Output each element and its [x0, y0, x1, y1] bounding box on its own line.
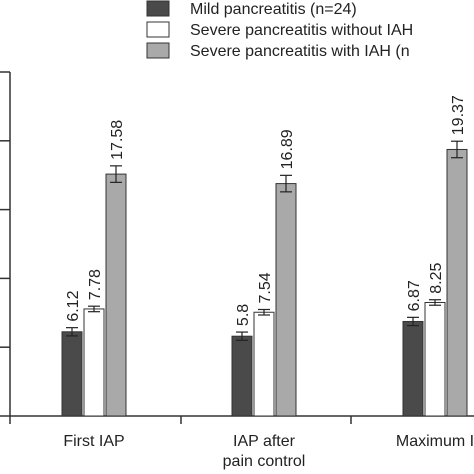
data-label-1-0: 5.8	[235, 304, 252, 326]
data-label-0-2: 17.58	[109, 120, 126, 160]
bar-1-2	[275, 183, 297, 417]
legend-swatch-1	[146, 21, 170, 38]
bar-2-1	[424, 301, 446, 417]
bar-0-1	[83, 308, 105, 417]
legend-swatch-2	[146, 42, 170, 59]
legend: Mild pancreatitis (n=24) Severe pancreati…	[146, 0, 413, 60]
data-label-2-0: 6.87	[406, 280, 423, 311]
x-tick-label-1-0: IAP after	[233, 433, 296, 450]
legend-label-2: Severe pancreatitis with IAH (n	[190, 43, 410, 60]
x-tick-label-1-1: pain control	[223, 453, 306, 470]
bar-2-2	[446, 148, 468, 417]
legend-swatch-0	[146, 0, 170, 17]
data-label-1-1: 7.54	[257, 272, 274, 303]
x-tick-label-0-0: First IAP	[63, 433, 124, 450]
data-label-2-1: 8.25	[428, 262, 445, 293]
bars	[61, 140, 468, 417]
bar-2-0	[402, 320, 424, 417]
legend-label-0: Mild pancreatitis (n=24)	[190, 1, 357, 18]
bar-0-2	[105, 173, 127, 417]
bar-0-0	[61, 331, 83, 417]
x-tick-label-2-0: Maximum I	[396, 433, 474, 450]
data-label-0-0: 6.12	[65, 290, 82, 321]
data-label-1-2: 16.89	[279, 129, 296, 169]
legend-label-1: Severe pancreatitis without IAH	[190, 22, 413, 39]
data-label-2-2: 19.37	[450, 95, 467, 135]
data-labels: 6.12 7.78 17.58 5.8 7.54 16.89 6.87 8.25 19.37	[65, 95, 467, 326]
bar-1-0	[231, 335, 253, 417]
data-label-0-1: 7.78	[87, 269, 104, 300]
x-tick-labels: First IAP IAP after pain control Maximum I	[63, 433, 474, 470]
bar-1-1	[253, 311, 275, 417]
